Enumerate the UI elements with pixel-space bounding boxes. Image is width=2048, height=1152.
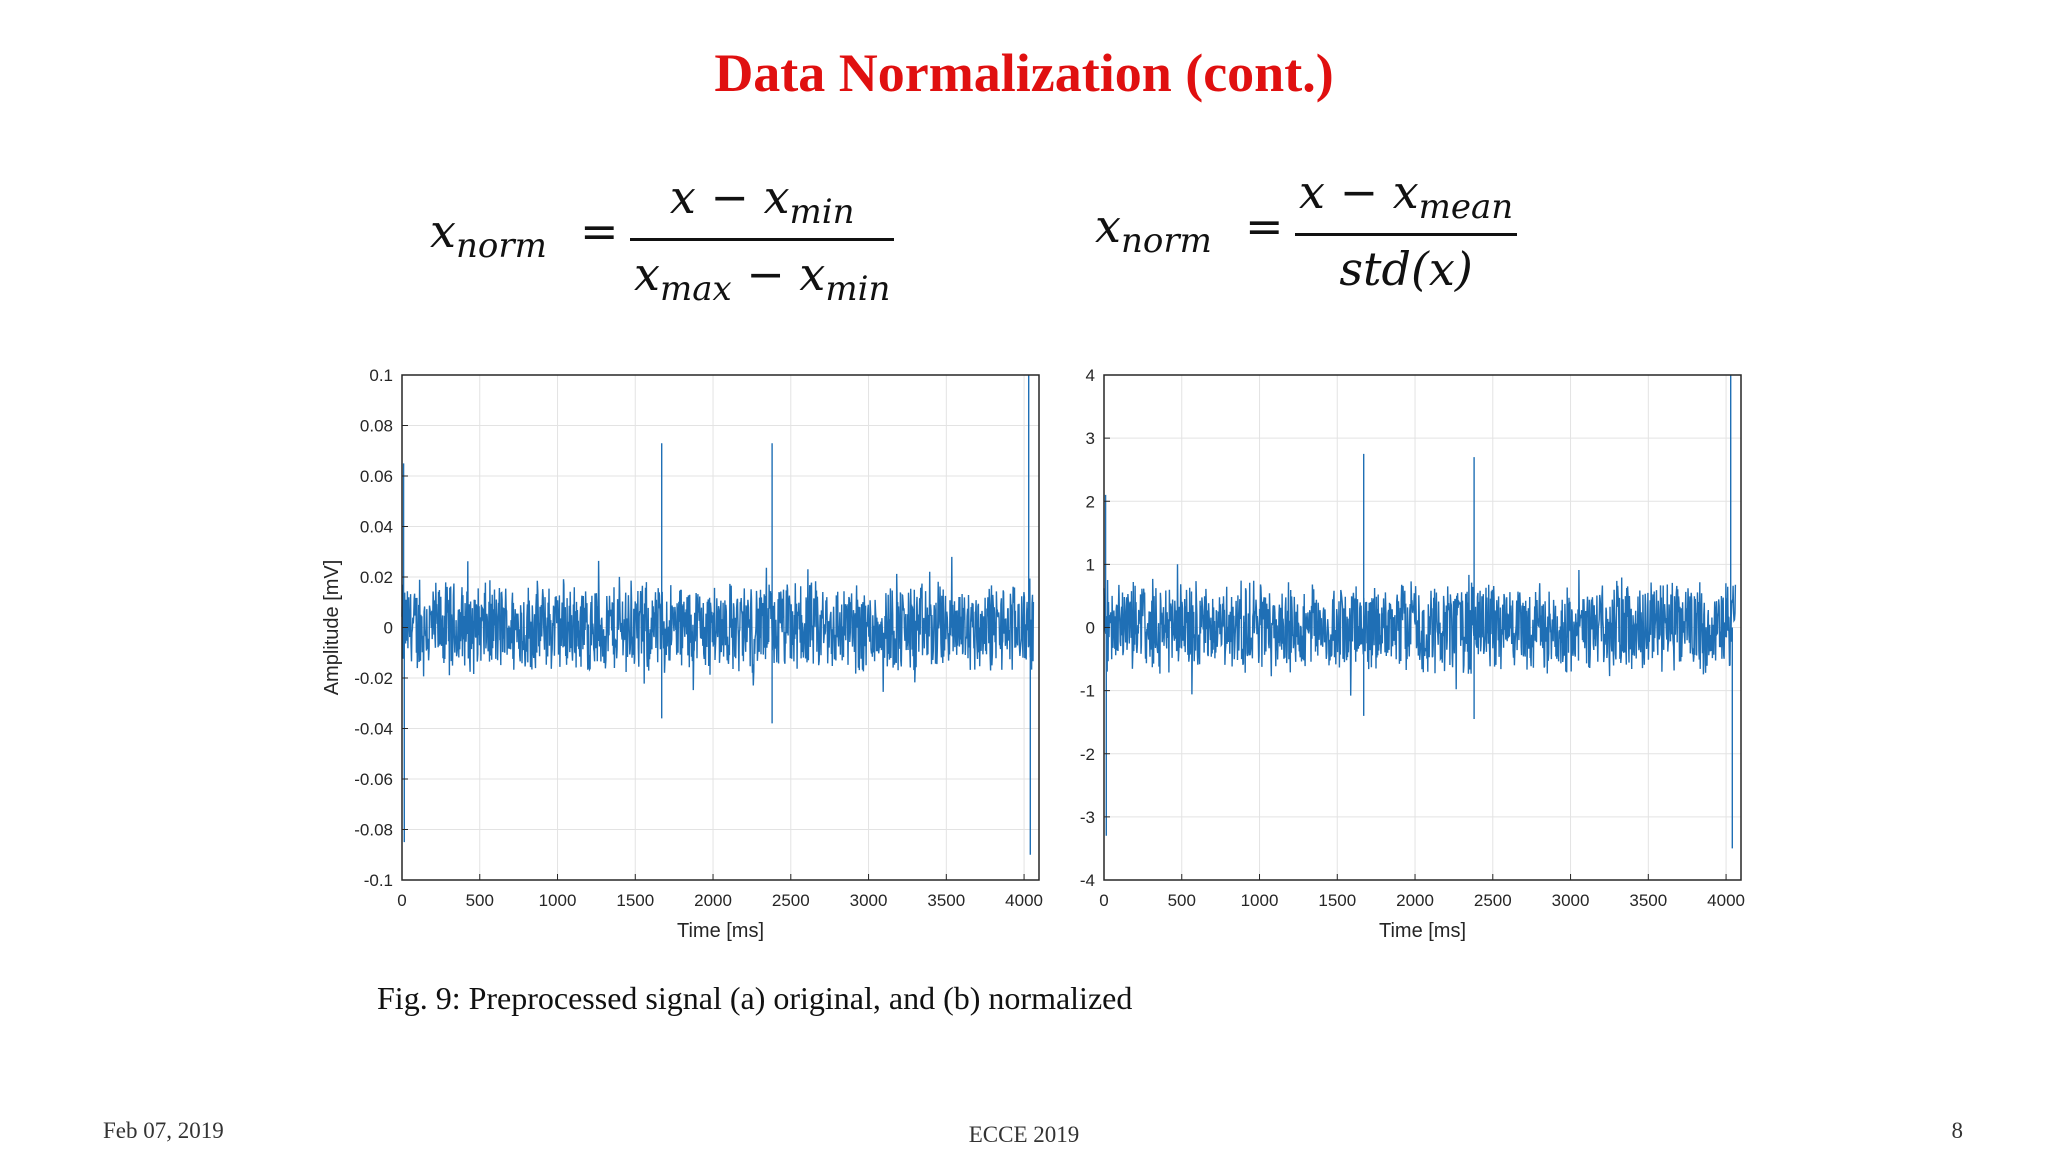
signal-trace [1103,375,1737,849]
figure-caption: Fig. 9: Preprocessed signal (a) original… [377,980,1133,1016]
y-tick-label: 3 [1086,429,1095,448]
x-tick-label: 4000 [1707,891,1745,910]
x-tick-label: 3000 [850,891,888,910]
equation-fraction: x − xmean std(x) [1295,165,1518,296]
numerator: x − xmean [1299,165,1514,227]
y-tick-label: 0 [1086,619,1095,638]
y-tick-label: 0.04 [360,518,393,537]
numerator: x − xmin [669,170,855,232]
y-tick-label: -0.02 [354,669,393,688]
equation-lhs: xnorm [430,204,547,266]
x-tick-label: 1500 [616,891,654,910]
x-tick-label: 3500 [927,891,965,910]
y-tick-label: -4 [1080,871,1095,890]
x-tick-label: 1500 [1318,891,1356,910]
y-tick-label: 0.08 [360,417,393,436]
x-tick-label: 2000 [694,891,732,910]
y-tick-label: 0.02 [360,568,393,587]
denominator: xmax − xmin [634,247,891,309]
footer-date: Feb 07, 2019 [103,1118,224,1143]
y-tick-label: -0.06 [354,770,393,789]
chart-normalized-signal: 0 500 1000 1500 2000 2500 3000 3500 4000 4 3 2 1 0 -1 -… [1080,366,1745,942]
equation-lhs: xnorm [1095,199,1212,261]
slide-title: Data Normalization (cont.) [714,43,1334,103]
y-tick-label: -1 [1080,682,1095,701]
equals-sign: = [1245,199,1284,253]
equation-fraction: x − xmin xmax − xmin [630,170,895,309]
x-tick-label: 500 [466,891,494,910]
y-tick-label: 0.06 [360,467,393,486]
x-tick-label: 1000 [539,891,577,910]
denominator: std(x) [1339,242,1473,296]
y-axis-label: Amplitude [mV] [321,560,343,696]
y-tick-label: 0 [384,619,393,638]
footer-conference: ECCE 2019 [968,1122,1080,1147]
y-tick-label: -0.1 [364,871,393,890]
x-tick-label: 2000 [1396,891,1434,910]
y-tick-label: -3 [1080,808,1095,827]
footer-page-number: 8 [1951,1118,1964,1143]
x-tick-label: 2500 [1474,891,1512,910]
y-tick-label: 2 [1086,492,1095,511]
x-tick-label: 3500 [1629,891,1667,910]
x-tick-label: 0 [1099,891,1108,910]
x-tick-label: 2500 [772,891,810,910]
y-tick-label: 1 [1086,555,1095,574]
y-tick-label: -0.08 [354,821,393,840]
equals-sign: = [580,204,619,258]
equation-minmax: xnorm = x − xmin xmax − xmin [430,170,930,310]
x-tick-label: 0 [397,891,406,910]
x-tick-label: 1000 [1241,891,1279,910]
signal-trace [401,375,1035,855]
x-tick-label: 4000 [1005,891,1043,910]
chart-original-signal: 0 500 1000 1500 2000 2500 3000 3500 4000 0.1 0.08 0… [321,366,1043,942]
equation-zscore: xnorm = x − xmean std(x) [1095,165,1595,305]
x-axis-label: Time [ms] [1379,920,1466,942]
x-tick-label: 500 [1168,891,1196,910]
x-axis-label: Time [ms] [677,920,764,942]
fraction-bar [1295,233,1518,236]
y-tick-label: -0.04 [354,720,393,739]
x-tick-label: 3000 [1552,891,1590,910]
y-tick-label: 0.1 [369,366,393,385]
fraction-bar [630,238,895,241]
y-tick-label: -2 [1080,745,1095,764]
y-tick-label: 4 [1086,366,1095,385]
